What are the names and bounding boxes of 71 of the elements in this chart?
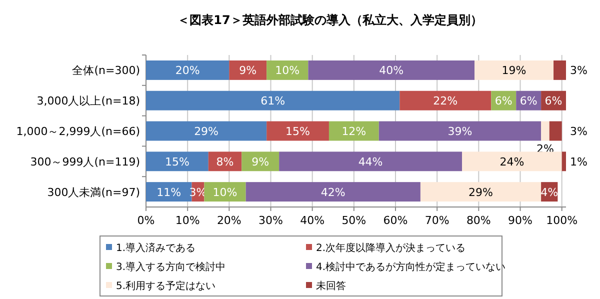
data-label: 29% [194,125,219,138]
data-label: 6% [544,94,562,108]
bar [242,152,280,172]
data-label: 9% [252,155,270,168]
data-label: 39% [448,125,472,138]
x-tick-label: 70% [424,214,450,227]
y-tick-label: 1,000～2,999人(n=66) [16,125,140,138]
data-label: 4% [540,186,558,199]
data-label: 9% [239,64,257,78]
data-label: 42% [320,186,346,199]
data-label: 8% [216,155,234,168]
data-label: 10% [275,64,300,78]
data-label: 24% [500,155,524,168]
x-tick-label: 50% [342,214,366,227]
data-label: 6% [494,94,512,108]
y-tick-label: 全体(n=300) [72,64,140,78]
data-label: 15% [164,155,190,168]
bar [246,182,420,202]
data-label: 20% [175,64,200,78]
data-label: 11% [156,186,182,199]
data-label: 15% [286,125,310,138]
y-tick-label: 300～999人(n=119) [30,155,140,168]
chart-title: ＜図表17＞英語外部試験の導入（私立大、入学定員別） [178,13,482,27]
data-label: 3% [570,64,588,78]
bar [554,60,566,80]
data-label: 3% [570,125,588,138]
legend-label: 4.検討中であるが方向性が定まっていない [316,261,506,273]
data-label: 40% [379,64,404,78]
y-tick-label: 3,000人以上(n=18) [36,94,140,108]
bar [308,60,475,80]
bar [146,152,208,172]
bar [266,121,329,141]
bar [420,182,542,202]
x-tick-label: 0% [137,214,155,227]
x-tick-label: 90% [508,214,532,227]
bar [378,121,542,141]
legend-label: 2.次年度以降導入が決まっている [316,242,466,254]
data-label: 6% [520,94,538,108]
bar [146,121,267,141]
bar [204,182,246,202]
bar [400,90,492,110]
bar [146,60,230,80]
data-label: 44% [358,155,383,168]
legend-label: 未回答 [316,280,346,292]
data-label: 61% [260,94,286,108]
bar [541,121,550,141]
data-label: 22% [433,94,458,108]
x-tick-label: 40% [300,214,325,227]
bar [462,152,562,172]
data-label: 12% [342,125,366,138]
bar [279,152,462,172]
bar [562,152,566,172]
x-tick-label: 80% [466,214,491,227]
bar [146,90,400,110]
legend-label: 3.導入する方向で検討中 [116,261,226,273]
bar [146,182,192,202]
bar [549,121,562,141]
data-label: 10% [212,186,238,199]
legend-label: 1.導入済みである [116,242,196,254]
data-label: 1% [570,155,588,168]
y-tick-label: 300人未満(n=97) [47,186,140,199]
data-label: 19% [502,64,526,78]
bar [229,60,267,80]
x-tick-label: 30% [258,214,283,227]
data-label: 29% [468,186,493,199]
x-tick-label: 60% [383,214,408,227]
x-tick-label: 10% [175,214,200,227]
legend-label: 5.利用する予定はない [116,280,216,292]
x-tick-label: 100% [546,214,578,227]
bar [474,60,554,80]
x-tick-label: 20% [216,214,242,227]
